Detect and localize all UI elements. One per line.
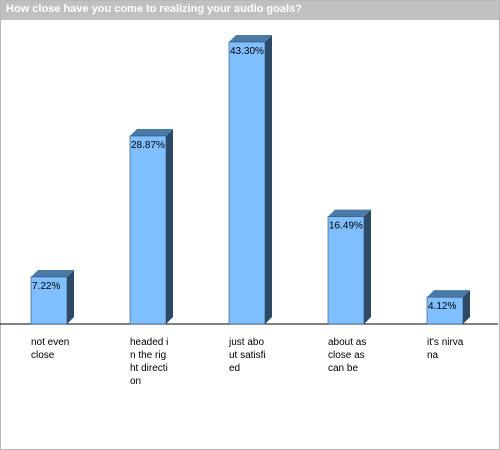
- data-label: 28.87%: [131, 140, 165, 151]
- data-label: 16.49%: [329, 221, 363, 232]
- category-label: headed in the right direction: [130, 337, 169, 387]
- bar-1: 7.22%: [30, 269, 74, 325]
- bar-2: 28.87%: [129, 128, 173, 325]
- bar-3: 43.30%: [228, 35, 272, 325]
- bar-4: 16.49%: [327, 209, 371, 325]
- bar-side: [364, 209, 371, 324]
- bar-front: [228, 41, 266, 325]
- data-label: 7.22%: [32, 281, 60, 292]
- data-label: 4.12%: [428, 301, 456, 312]
- bar-side: [166, 128, 173, 324]
- bar-top: [328, 209, 371, 217]
- bar-side: [463, 290, 470, 324]
- bar-top: [427, 290, 470, 298]
- bar-front: [129, 135, 167, 325]
- bar-5: 4.12%: [426, 290, 470, 325]
- chart-title-bar: How close have you come to realizing you…: [1, 1, 499, 20]
- bar-top: [130, 128, 173, 136]
- bar-front: [426, 296, 464, 325]
- category-label: just about satisfied: [229, 337, 266, 374]
- bar-side: [265, 35, 272, 324]
- bar-top: [31, 269, 74, 277]
- chart-title: How close have you come to realizing you…: [6, 3, 302, 15]
- category-label: not even close: [31, 337, 70, 361]
- data-label: 43.30%: [230, 46, 264, 57]
- category-label: it's nirvana: [427, 337, 464, 361]
- bar-side: [67, 269, 74, 324]
- category-label: about as close as can be: [328, 337, 367, 374]
- bar-front: [327, 216, 365, 325]
- bar-top: [229, 35, 272, 42]
- bar-front: [30, 276, 68, 325]
